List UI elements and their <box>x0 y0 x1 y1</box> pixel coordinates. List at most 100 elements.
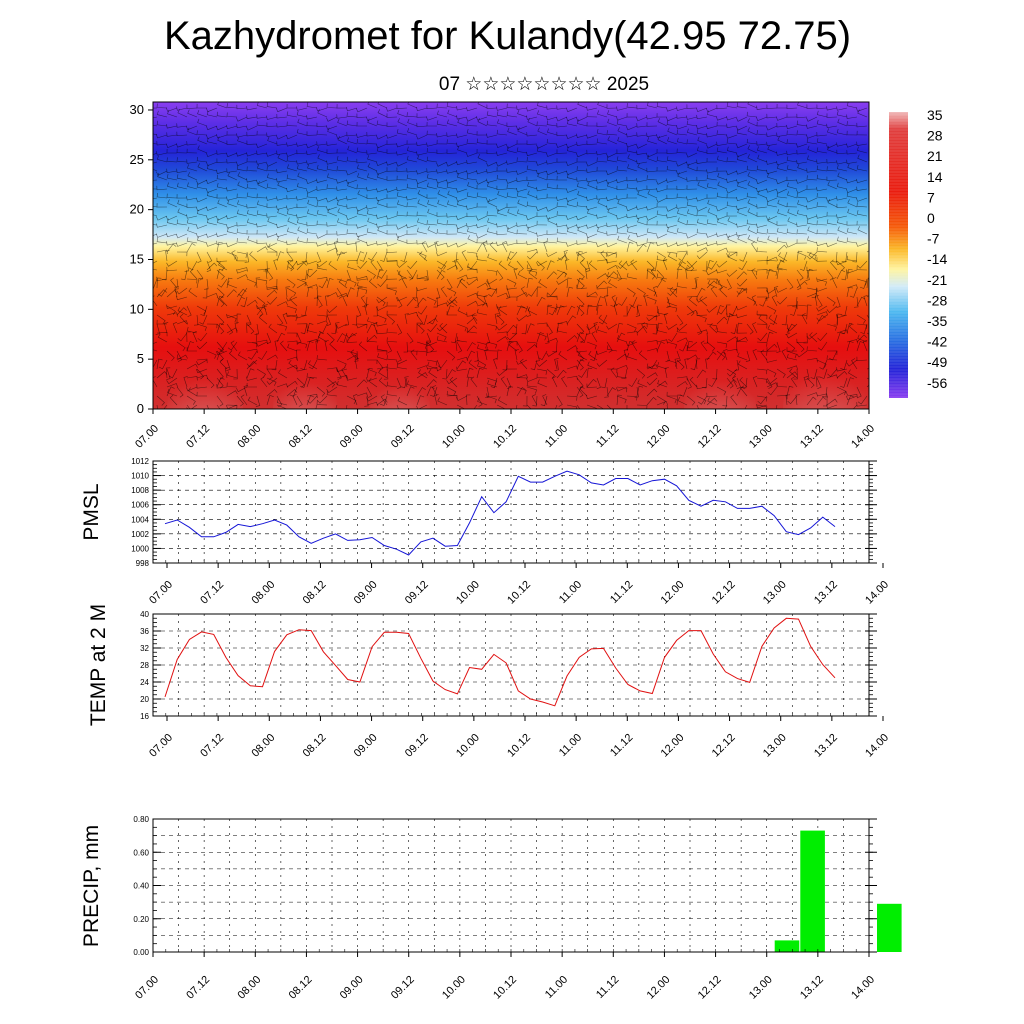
wind-barb <box>246 114 258 119</box>
wind-barb <box>266 213 278 218</box>
wind-barb <box>326 241 338 246</box>
wind-barb <box>246 105 258 111</box>
wind-barb <box>696 329 708 334</box>
wind-barb <box>226 289 237 298</box>
wind-barb <box>552 376 558 388</box>
wind-barb <box>356 276 368 281</box>
wind-barb <box>266 377 277 386</box>
chart-date-subtitle: 07 ☆☆☆☆☆☆☆☆ 2025 <box>438 74 650 95</box>
wind-barb <box>286 227 298 235</box>
wind-barb <box>446 242 458 248</box>
wind-barb <box>519 358 528 370</box>
wind-barb <box>696 166 708 172</box>
wind-barb <box>666 156 678 163</box>
wind-barb <box>273 259 278 271</box>
wind-barb <box>516 373 528 379</box>
pmsl-y-axis-label: PMSL <box>80 483 103 540</box>
wind-barb <box>346 112 358 118</box>
wind-barb <box>336 134 348 139</box>
wind-barb <box>466 342 476 352</box>
wind-barb <box>677 396 688 406</box>
wind-barb <box>246 314 252 326</box>
wind-barb <box>530 359 538 371</box>
wind-barb <box>236 386 248 393</box>
wind-barb <box>256 130 268 136</box>
wind-barb <box>537 379 548 388</box>
wind-barb <box>516 157 528 163</box>
wind-barb <box>477 362 488 370</box>
wind-barb <box>669 286 678 298</box>
wind-barb <box>277 369 288 379</box>
wind-barb <box>666 251 678 258</box>
wind-barb <box>756 223 768 228</box>
wind-barb <box>679 341 688 352</box>
wind-barb <box>188 287 198 298</box>
wind-barb <box>433 296 438 308</box>
wind-barb <box>766 305 777 315</box>
wind-barb <box>546 368 556 379</box>
wind-barb <box>456 215 468 221</box>
wind-barb <box>747 208 758 217</box>
wind-barb <box>487 380 498 388</box>
wind-barb <box>177 306 188 316</box>
wind-barb <box>436 269 446 280</box>
wind-barb <box>376 188 388 193</box>
wind-barb <box>817 341 828 351</box>
wind-barb <box>346 354 358 361</box>
wind-barb <box>517 109 528 118</box>
wind-barb <box>417 305 428 315</box>
wind-barb <box>631 340 638 352</box>
wind-barb <box>606 345 618 352</box>
wind-barb <box>346 240 358 245</box>
wind-barb <box>806 138 818 145</box>
wind-barb <box>176 386 184 398</box>
wind-barb <box>856 197 868 202</box>
wind-barb <box>346 131 358 137</box>
wind-barb <box>367 155 378 163</box>
wind-barb <box>434 241 439 253</box>
wind-barb <box>456 160 468 166</box>
wind-barb <box>248 350 258 360</box>
wind-barb <box>167 388 178 397</box>
wind-barb <box>846 102 858 109</box>
wind-barb <box>336 166 348 172</box>
wind-barb <box>836 260 848 266</box>
wind-barb <box>786 113 798 118</box>
wind-barb <box>326 184 338 190</box>
x-tick-label: 13.12 <box>798 423 826 451</box>
wind-barb <box>657 362 668 370</box>
wind-barb <box>826 296 836 307</box>
wind-barb <box>796 229 808 235</box>
wind-barb <box>406 224 418 229</box>
wind-barb <box>376 260 383 272</box>
wind-barb <box>457 118 468 127</box>
wind-barb <box>777 199 788 208</box>
wind-barb <box>746 165 758 172</box>
wind-barb <box>206 137 218 145</box>
wind-barb <box>526 201 538 208</box>
y-tick-label: 0.40 <box>133 882 149 891</box>
wind-barb <box>276 123 288 128</box>
warm-core <box>684 361 756 409</box>
wind-barb <box>588 350 598 361</box>
wind-barb <box>617 235 628 244</box>
wind-barb <box>496 314 505 326</box>
wind-barb <box>196 183 208 190</box>
wind-barb <box>155 323 160 335</box>
wind-barb <box>240 296 248 308</box>
wind-barb <box>846 255 858 262</box>
wind-barb <box>781 314 788 326</box>
wind-barb <box>386 381 398 388</box>
wind-barb <box>747 172 758 181</box>
wind-barb <box>747 127 758 136</box>
wind-barb <box>546 170 558 176</box>
wind-barb <box>156 120 168 127</box>
wind-barb <box>796 314 808 320</box>
wind-barb <box>846 221 858 226</box>
wind-barb <box>806 266 818 272</box>
wind-barb <box>446 390 458 397</box>
wind-barb <box>426 367 438 372</box>
wind-barb <box>787 191 798 199</box>
wind-barb <box>186 159 198 164</box>
wind-barb <box>606 368 618 374</box>
